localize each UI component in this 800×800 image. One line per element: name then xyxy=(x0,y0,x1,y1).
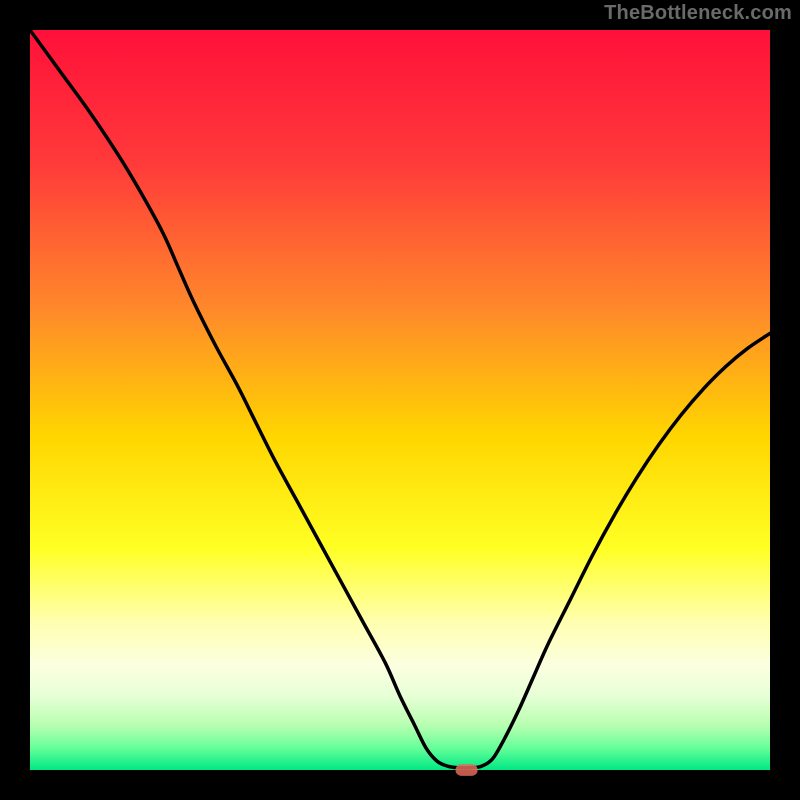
chart-background xyxy=(30,30,770,770)
bottleneck-chart xyxy=(0,0,800,800)
watermark-text: TheBottleneck.com xyxy=(604,2,792,25)
optimal-point-marker xyxy=(456,764,478,776)
chart-frame: TheBottleneck.com xyxy=(0,0,800,800)
